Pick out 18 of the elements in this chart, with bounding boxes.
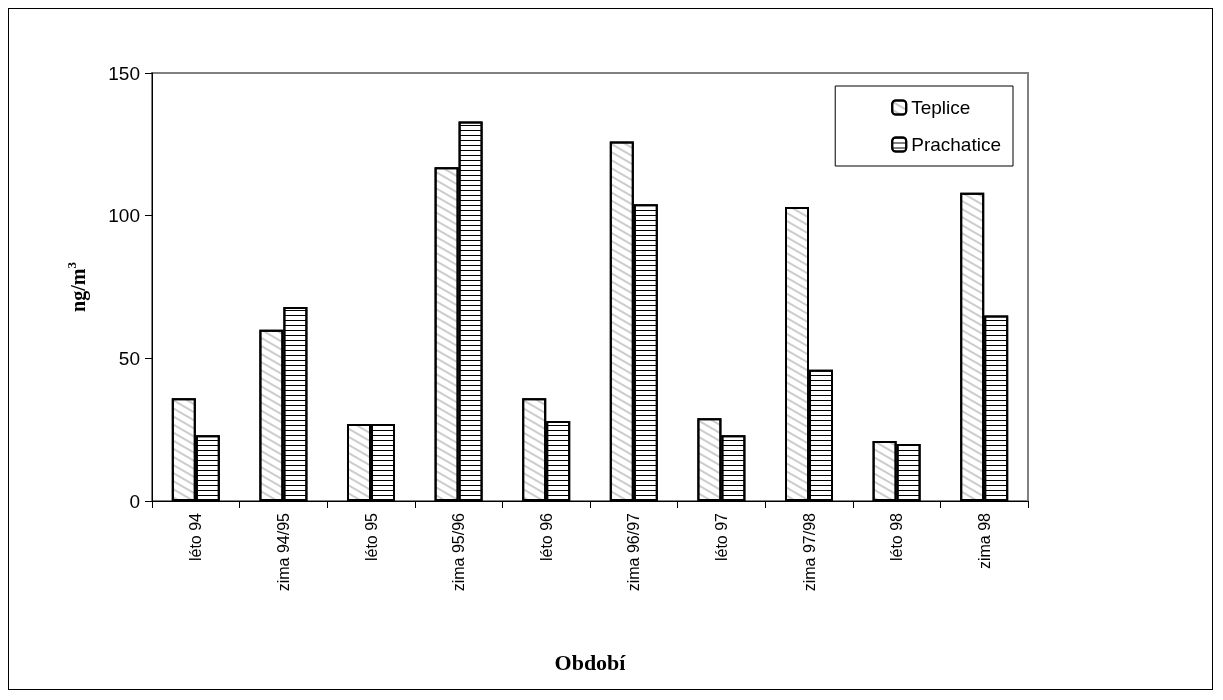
y-tick-label: 100: [108, 205, 140, 227]
x-tick-label: léto 94: [187, 512, 205, 562]
x-axis-title: Období: [554, 649, 627, 675]
y-axis-title: ng/m3: [64, 261, 90, 312]
x-tick-label: léto 97: [712, 512, 730, 562]
x-tick-label: zima 96/97: [625, 512, 643, 592]
legend-label: Teplice: [911, 97, 971, 118]
x-tick-label: léto 98: [888, 512, 906, 562]
x-tick-label: zima 95/96: [450, 512, 468, 592]
y-tick-label: 50: [118, 347, 140, 369]
x-tick-label: zima 97/98: [800, 512, 818, 592]
y-tick-label: 150: [108, 62, 140, 84]
x-tick-label: léto 96: [537, 512, 555, 562]
x-tick-label: léto 95: [362, 512, 380, 562]
x-tick-label: zima 94/95: [274, 512, 292, 592]
legend-label: Prachatice: [911, 134, 1002, 155]
x-tick-label: zima 98: [975, 512, 993, 570]
y-tick-label: 0: [129, 490, 140, 512]
